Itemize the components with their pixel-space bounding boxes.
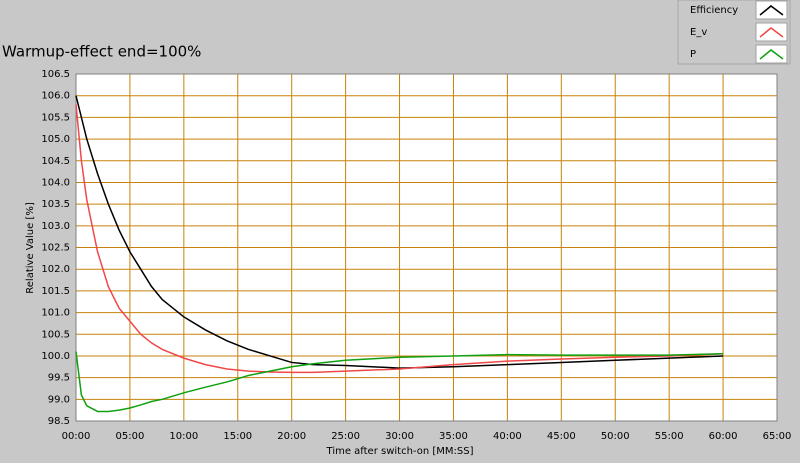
y-tick-label: 106.0 xyxy=(41,91,70,102)
y-tick-label: 105.5 xyxy=(41,112,70,123)
series-line xyxy=(75,104,724,374)
y-tick-label: 105.0 xyxy=(41,134,70,145)
y-tick-label: 100.5 xyxy=(41,329,70,340)
y-axis-title: Relative Value [%] xyxy=(25,202,36,294)
x-tick-label: 25:00 xyxy=(331,431,360,442)
x-tick-label: 45:00 xyxy=(547,431,576,442)
x-tick-label: 00:00 xyxy=(62,431,91,442)
x-tick-label: 30:00 xyxy=(385,431,414,442)
y-tick-label: 101.0 xyxy=(41,308,70,319)
legend-swatch xyxy=(759,49,784,60)
x-tick-label: 10:00 xyxy=(169,431,198,442)
x-tick-label: 55:00 xyxy=(655,431,684,442)
y-tick-label: 103.0 xyxy=(41,221,70,232)
x-tick-label: 20:00 xyxy=(277,431,306,442)
x-tick-label: 40:00 xyxy=(493,431,522,442)
x-tick-label: 60:00 xyxy=(709,431,738,442)
legend-label: Efficiency xyxy=(690,5,738,16)
legend-label: E_v xyxy=(690,27,707,38)
y-tick-label: 104.0 xyxy=(41,177,70,188)
legend-swatch-box xyxy=(755,0,788,20)
y-tick-label: 103.5 xyxy=(41,199,70,210)
series-line xyxy=(75,95,724,369)
x-axis-title: Time after switch-on [MM:SS] xyxy=(326,446,474,457)
y-tick-label: 100.0 xyxy=(41,351,70,362)
x-tick-label: 05:00 xyxy=(116,431,145,442)
series-line xyxy=(75,351,724,413)
y-tick-label: 102.5 xyxy=(41,243,70,254)
y-tick-label: 99.0 xyxy=(48,394,70,405)
x-tick-label: 15:00 xyxy=(223,431,252,442)
plot-border xyxy=(75,73,778,422)
x-tick-label: 65:00 xyxy=(763,431,792,442)
x-tick-label: 50:00 xyxy=(601,431,630,442)
y-tick-label: 104.5 xyxy=(41,156,70,167)
chart-title: Warmup-effect end=100% xyxy=(2,43,201,61)
legend-swatch xyxy=(759,5,784,16)
legend-swatch xyxy=(759,27,784,38)
y-tick-label: 101.5 xyxy=(41,286,70,297)
x-tick-label: 35:00 xyxy=(439,431,468,442)
y-tick-label: 106.5 xyxy=(41,69,70,80)
y-tick-label: 99.5 xyxy=(48,373,70,384)
y-tick-label: 102.0 xyxy=(41,264,70,275)
legend-swatch-box xyxy=(755,22,788,42)
legend-label: P xyxy=(690,49,696,60)
y-tick-label: 98.5 xyxy=(48,416,70,427)
legend-swatch-box xyxy=(755,44,788,64)
